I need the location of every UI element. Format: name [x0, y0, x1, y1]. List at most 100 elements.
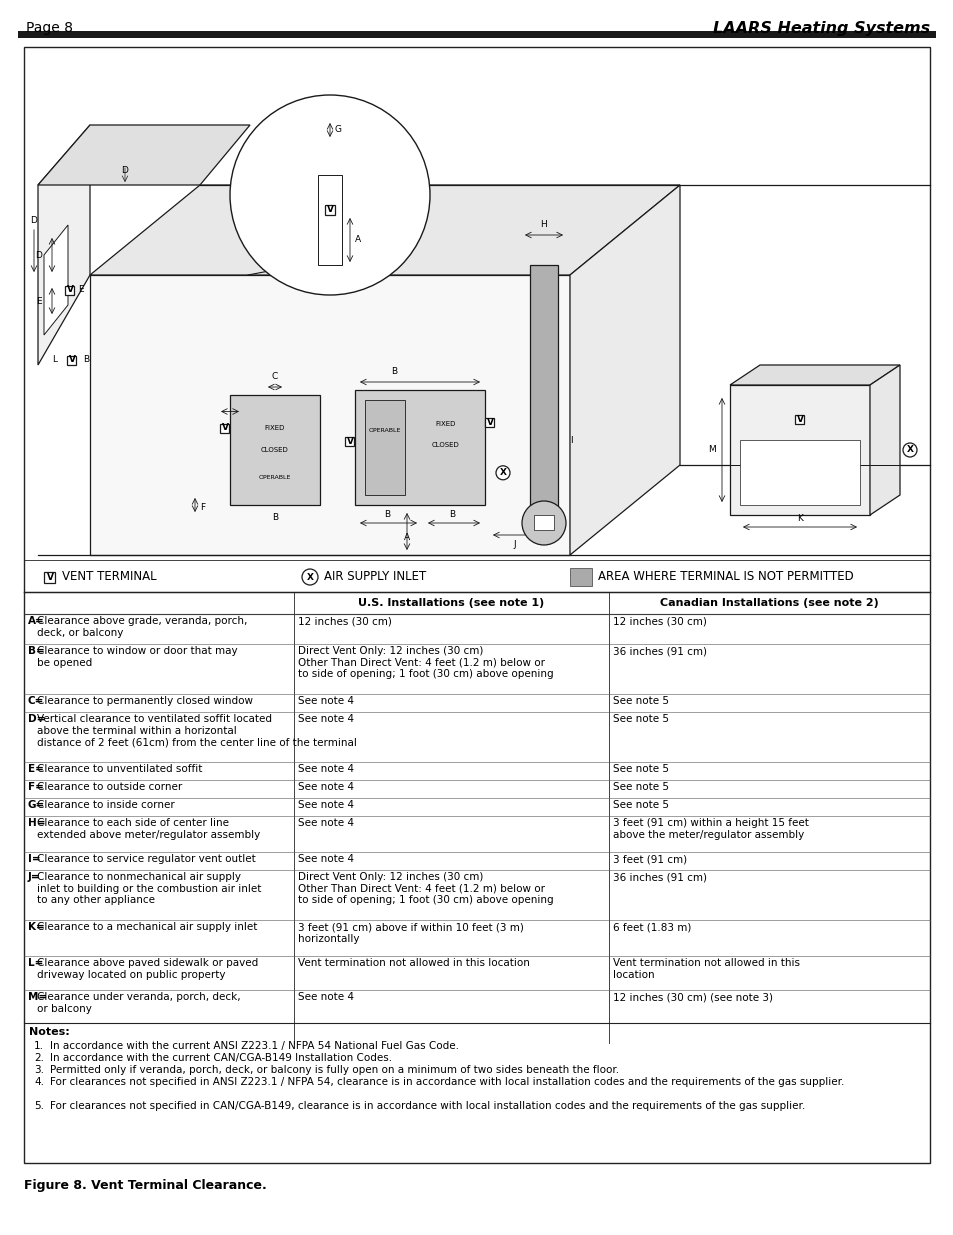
- Text: H: H: [540, 220, 547, 228]
- Text: V: V: [69, 356, 75, 364]
- Text: See note 4: See note 4: [297, 714, 354, 724]
- Bar: [220, 424, 230, 432]
- Bar: [325, 205, 335, 215]
- Text: B: B: [383, 510, 390, 519]
- Text: Clearance to outside corner: Clearance to outside corner: [37, 782, 182, 792]
- Text: See note 5: See note 5: [613, 714, 668, 724]
- Text: E: E: [78, 285, 84, 294]
- Text: VENT TERMINAL: VENT TERMINAL: [62, 571, 156, 583]
- Bar: [345, 437, 355, 446]
- Text: LAARS Heating Systems: LAARS Heating Systems: [712, 21, 929, 36]
- Circle shape: [230, 95, 430, 295]
- Text: For clearances not specified in CAN/CGA-B149, clearance is in accordance with lo: For clearances not specified in CAN/CGA-…: [50, 1100, 804, 1112]
- Polygon shape: [38, 125, 250, 185]
- Text: Clearance to a mechanical air supply inlet: Clearance to a mechanical air supply inl…: [37, 923, 257, 932]
- Text: 5.: 5.: [34, 1100, 44, 1112]
- Text: D: D: [121, 165, 129, 175]
- Text: Permitted only if veranda, porch, deck, or balcony is fully open on a minimum of: Permitted only if veranda, porch, deck, …: [50, 1065, 618, 1074]
- Text: See note 4: See note 4: [297, 764, 354, 774]
- Text: A: A: [355, 236, 361, 245]
- Text: OPERABLE: OPERABLE: [369, 427, 401, 432]
- Text: V: V: [346, 437, 354, 446]
- Text: B=: B=: [28, 646, 45, 656]
- Text: Figure 8. Vent Terminal Clearance.: Figure 8. Vent Terminal Clearance.: [24, 1179, 267, 1192]
- Text: V: V: [47, 573, 53, 582]
- Text: F: F: [200, 503, 205, 511]
- Text: See note 4: See note 4: [297, 800, 354, 810]
- Text: Clearance to nonmechanical air supply
inlet to building or the combustion air in: Clearance to nonmechanical air supply in…: [37, 872, 261, 905]
- Text: AREA WHERE TERMINAL IS NOT PERMITTED: AREA WHERE TERMINAL IS NOT PERMITTED: [598, 571, 853, 583]
- Text: V: V: [486, 417, 493, 427]
- Text: 12 inches (30 cm): 12 inches (30 cm): [297, 616, 392, 626]
- Bar: [795, 415, 803, 424]
- Text: V: V: [221, 424, 229, 432]
- Text: 36 inches (91 cm): 36 inches (91 cm): [613, 646, 706, 656]
- Circle shape: [521, 501, 565, 545]
- Bar: [68, 356, 76, 364]
- Text: 1.: 1.: [34, 1041, 44, 1051]
- Text: J=: J=: [28, 872, 41, 882]
- Text: K=: K=: [28, 923, 45, 932]
- Text: Page 8: Page 8: [26, 21, 73, 35]
- Text: In accordance with the current ANSI Z223.1 / NFPA 54 National Fuel Gas Code.: In accordance with the current ANSI Z223…: [50, 1041, 458, 1051]
- Text: Clearance to inside corner: Clearance to inside corner: [37, 800, 174, 810]
- Text: E=: E=: [28, 764, 44, 774]
- Bar: [317, 175, 341, 266]
- Bar: [569, 568, 592, 585]
- Text: 2.: 2.: [34, 1053, 44, 1063]
- Text: See note 4: See note 4: [297, 818, 354, 827]
- Text: Clearance above grade, veranda, porch,
deck, or balcony: Clearance above grade, veranda, porch, d…: [37, 616, 247, 637]
- Text: 36 inches (91 cm): 36 inches (91 cm): [613, 872, 706, 882]
- Text: CLOSED: CLOSED: [432, 442, 459, 448]
- Bar: [534, 515, 554, 530]
- Text: E: E: [36, 296, 42, 305]
- Circle shape: [496, 466, 510, 480]
- Text: Clearance to window or door that may
be opened: Clearance to window or door that may be …: [37, 646, 237, 668]
- Text: I: I: [569, 436, 572, 445]
- Text: L=: L=: [28, 958, 43, 968]
- Text: 4.: 4.: [34, 1077, 44, 1087]
- Text: B: B: [391, 367, 396, 375]
- Text: V: V: [796, 415, 802, 424]
- Text: X: X: [499, 468, 506, 477]
- Text: X: X: [306, 573, 314, 582]
- Text: Vent termination not allowed in this location: Vent termination not allowed in this loc…: [297, 958, 529, 968]
- Text: 3.: 3.: [34, 1065, 44, 1074]
- Text: Clearance to service regulator vent outlet: Clearance to service regulator vent outl…: [37, 853, 255, 864]
- Polygon shape: [569, 185, 679, 555]
- Text: See note 5: See note 5: [613, 697, 668, 706]
- Polygon shape: [44, 225, 68, 335]
- Text: See note 5: See note 5: [613, 782, 668, 792]
- Polygon shape: [38, 125, 90, 366]
- Text: OPERABLE: OPERABLE: [258, 475, 291, 480]
- Text: See note 4: See note 4: [297, 782, 354, 792]
- Circle shape: [902, 443, 916, 457]
- Polygon shape: [90, 275, 569, 555]
- Polygon shape: [729, 366, 899, 385]
- Text: J: J: [513, 540, 516, 550]
- Text: 3 feet (91 cm) above if within 10 feet (3 m)
horizontally: 3 feet (91 cm) above if within 10 feet (…: [297, 923, 523, 944]
- Text: See note 5: See note 5: [613, 764, 668, 774]
- Text: B: B: [272, 513, 277, 521]
- Text: U.S. Installations (see note 1): U.S. Installations (see note 1): [358, 598, 544, 608]
- Polygon shape: [90, 185, 679, 275]
- Text: K: K: [796, 514, 802, 522]
- Text: L: L: [52, 356, 57, 364]
- Text: Clearance to unventilated soffit: Clearance to unventilated soffit: [37, 764, 202, 774]
- Bar: [355, 390, 484, 505]
- Text: See note 5: See note 5: [613, 800, 668, 810]
- Circle shape: [302, 569, 317, 585]
- Text: See note 4: See note 4: [297, 697, 354, 706]
- Bar: [729, 385, 869, 515]
- Text: A=: A=: [28, 616, 45, 626]
- Bar: [18, 31, 935, 38]
- Text: I=: I=: [28, 853, 41, 864]
- Text: 3 feet (91 cm) within a height 15 feet
above the meter/regulator assembly: 3 feet (91 cm) within a height 15 feet a…: [613, 818, 808, 840]
- Text: M=: M=: [28, 992, 47, 1002]
- Text: B: B: [449, 510, 456, 519]
- Text: AIR SUPPLY INLET: AIR SUPPLY INLET: [324, 571, 426, 583]
- Text: M: M: [707, 446, 716, 454]
- Bar: [66, 285, 74, 294]
- Text: For clearances not specified in ANSI Z223.1 / NFPA 54, clearance is in accordanc: For clearances not specified in ANSI Z22…: [50, 1077, 843, 1087]
- Bar: [45, 572, 55, 583]
